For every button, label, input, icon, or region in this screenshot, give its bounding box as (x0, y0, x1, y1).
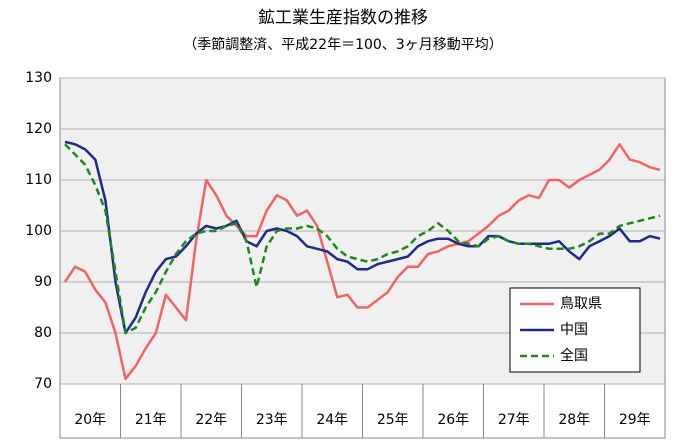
x-tick-label: 20年 (74, 412, 106, 428)
x-tick-label: 29年 (619, 412, 651, 428)
x-tick-label: 28年 (558, 412, 590, 428)
data-line (63, 143, 661, 381)
data-line (64, 143, 661, 335)
chart-title: 鉱工業生産指数の推移 (258, 8, 428, 28)
legend-label: 中国 (560, 322, 588, 338)
chart-subtitle: （季節調整済、平成22年＝100、3ヶ月移動平均） (183, 36, 502, 53)
data-line (64, 140, 661, 335)
y-tick-label: 70 (34, 376, 52, 392)
legend-label: 鳥取県 (560, 296, 602, 312)
y-tick-label: 110 (25, 172, 52, 188)
y-tick-label: 120 (25, 121, 52, 137)
x-tick-label: 21年 (135, 412, 167, 428)
y-tick-label: 130 (25, 70, 52, 86)
x-tick-label: 22年 (195, 412, 227, 428)
x-tick-label: 24年 (316, 412, 348, 428)
legend-box (509, 287, 641, 373)
x-tick-label: 27年 (498, 412, 530, 428)
y-tick-label: 100 (25, 223, 52, 239)
legend-label: 全国 (560, 347, 588, 364)
x-tick-label: 26年 (437, 412, 469, 428)
x-tick-label: 25年 (377, 412, 409, 428)
y-tick-label: 90 (34, 274, 52, 290)
y-tick-label: 80 (34, 325, 52, 341)
x-tick-label: 23年 (256, 412, 288, 428)
